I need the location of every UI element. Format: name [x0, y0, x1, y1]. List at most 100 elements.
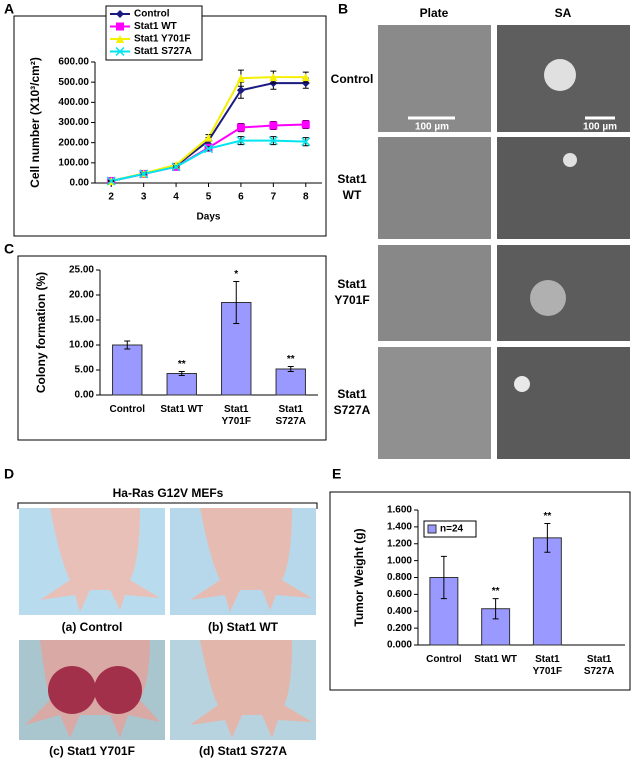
y-tick-label: 500.00 — [58, 77, 89, 88]
marker — [236, 86, 245, 95]
legend-swatch — [427, 524, 437, 534]
y-tick-label: 100.00 — [58, 157, 89, 168]
row-label-line: Y701F — [334, 293, 369, 307]
micrograph — [378, 347, 491, 459]
y-tick-label: 1.400 — [387, 522, 412, 533]
scale-label: 100 µm — [415, 122, 449, 133]
marker — [204, 133, 213, 142]
x-tick-label-line: Stat1 — [224, 404, 249, 415]
significance: * — [234, 269, 238, 280]
colony — [530, 280, 566, 316]
bar — [532, 537, 562, 646]
x-tick-label-line: S727A — [584, 666, 615, 677]
x-tick-label: Stat1 S727A — [584, 654, 615, 677]
marker — [268, 136, 278, 146]
marker — [236, 136, 246, 146]
marker — [139, 169, 149, 179]
x-tick-label-line: Stat1 — [279, 404, 304, 415]
row-label-line: Stat1 — [337, 387, 367, 401]
significance: ** — [543, 511, 551, 522]
legend-label: Stat1 WT — [134, 21, 177, 32]
photo-title: Ha-Ras G12V MEFs — [113, 486, 224, 500]
y-axis-label: Tumor Weight (g) — [352, 528, 366, 626]
photo-caption: (b) Stat1 WT — [208, 620, 279, 634]
micrograph — [497, 137, 630, 239]
y-tick-label: 0.00 — [70, 178, 90, 189]
photo-caption: (a) Control — [62, 620, 123, 634]
x-tick-label: Stat1 WT — [474, 654, 517, 665]
row-label: Stat1 S727A — [334, 387, 371, 417]
y-tick-label: 0.800 — [387, 572, 412, 583]
micrographs: Plate SA 100 µm 100 µm Control Stat1 WT S… — [331, 6, 630, 459]
marker — [269, 121, 278, 130]
marker — [236, 123, 245, 132]
bar — [166, 373, 197, 396]
row-label: Control — [331, 72, 374, 86]
legend-marker — [116, 10, 124, 18]
marker — [301, 73, 310, 82]
y-axis-label: Colony formation (%) — [34, 272, 48, 393]
y-tick-label: 25.00 — [69, 265, 94, 276]
panel-letter: E — [332, 466, 341, 482]
y-tick-label: 0.600 — [387, 589, 412, 600]
significance: ** — [178, 359, 186, 370]
photo-caption: (d) Stat1 S727A — [199, 744, 287, 758]
error-bar — [287, 366, 294, 372]
x-tick-label-line: Stat1 — [587, 654, 612, 665]
y-tick-label: 0.200 — [387, 623, 412, 634]
row-label-line: Control — [331, 72, 374, 86]
chart-frame — [17, 255, 327, 441]
row-label-line: WT — [343, 188, 362, 202]
column-label: Plate — [420, 6, 449, 20]
mouse-photos: Ha-Ras G12V MEFs (a) Control (b) Stat1 W… — [17, 486, 318, 758]
tumor — [48, 666, 96, 714]
error-bar — [233, 281, 240, 324]
y-tick-label: 400.00 — [58, 97, 89, 108]
marker — [203, 144, 214, 154]
y-tick-label: 5.00 — [75, 365, 95, 376]
y-tick-label: 0.400 — [387, 606, 412, 617]
row-label-line: Stat1 — [337, 172, 367, 186]
legend-marker — [116, 22, 124, 31]
x-tick-label-line: Control — [426, 654, 462, 665]
marker — [236, 74, 245, 83]
x-tick-label: Stat1 Y701F — [533, 654, 562, 677]
legend-box — [423, 520, 477, 538]
x-tick-label: 7 — [271, 192, 277, 203]
x-tick-label: Control — [426, 654, 462, 665]
y-tick-label: 20.00 — [69, 290, 94, 301]
error-bar — [492, 598, 499, 620]
error-bar — [544, 523, 551, 553]
mouse — [190, 508, 312, 612]
marker — [301, 120, 310, 129]
marker — [171, 162, 181, 172]
photo-caption: (c) Stat1 Y701F — [49, 744, 135, 758]
x-tick-label: Control — [109, 404, 145, 415]
significance: ** — [492, 586, 500, 597]
colony — [563, 153, 577, 167]
y-tick-label: 1.600 — [387, 505, 412, 516]
mouse — [40, 508, 160, 612]
x-tick-label: Stat1 Y701F — [222, 404, 251, 427]
x-tick-label-line: S727A — [275, 416, 306, 427]
colony — [544, 59, 576, 91]
y-tick-label: 10.00 — [69, 340, 94, 351]
x-tick-label-line: Y701F — [222, 416, 251, 427]
y-tick-label: 0.000 — [387, 640, 412, 651]
column-label: SA — [555, 6, 572, 20]
legend-label: Stat1 Y701F — [134, 34, 191, 45]
x-tick-label-line: Stat1 WT — [160, 404, 203, 415]
y-tick-label: 15.00 — [69, 315, 94, 326]
legend-label: Stat1 S727A — [134, 46, 192, 57]
significance: ** — [287, 354, 295, 365]
x-tick-label: Stat1 WT — [160, 404, 203, 415]
x-tick-label: 6 — [238, 192, 244, 203]
micrograph — [378, 25, 491, 132]
panel-letter: D — [4, 466, 14, 482]
panel-letter: B — [338, 1, 348, 17]
panel-letter: C — [4, 241, 14, 257]
colony — [514, 376, 530, 392]
x-tick-label: 4 — [173, 192, 179, 203]
row-label-line: S727A — [334, 403, 371, 417]
scale-label: 100 µm — [583, 122, 617, 133]
